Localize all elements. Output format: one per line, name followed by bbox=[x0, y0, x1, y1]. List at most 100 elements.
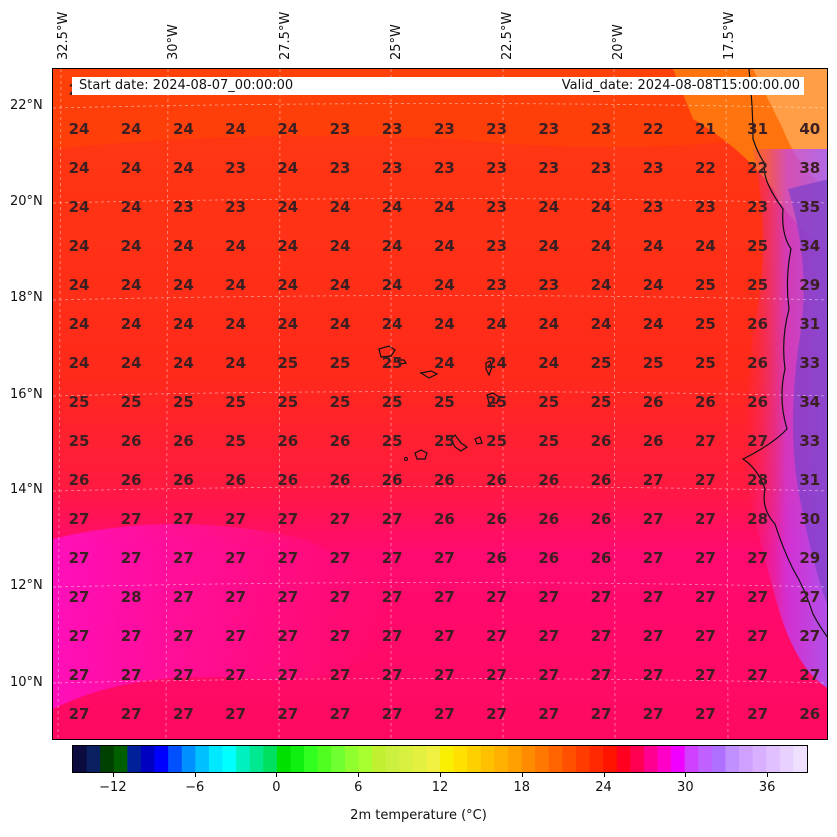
grid-value: 27 bbox=[69, 588, 90, 606]
grid-value: 27 bbox=[225, 627, 246, 645]
colorbar-segment bbox=[358, 746, 373, 772]
grid-value: 27 bbox=[434, 588, 455, 606]
grid-value: 25 bbox=[643, 354, 664, 372]
grid-value: 28 bbox=[121, 588, 142, 606]
colorbar-tickmark bbox=[358, 773, 360, 777]
grid-value: 27 bbox=[591, 666, 612, 684]
grid-value: 27 bbox=[277, 666, 298, 684]
grid-value: 29 bbox=[799, 549, 820, 567]
grid-value: 27 bbox=[695, 705, 716, 723]
colorbar-segment bbox=[507, 746, 523, 772]
grid-value: 21 bbox=[695, 120, 716, 138]
grid-value: 26 bbox=[486, 510, 507, 528]
grid-value: 24 bbox=[434, 354, 455, 372]
grid-value: 24 bbox=[434, 315, 455, 333]
colorbar-tick-label: −12 bbox=[99, 780, 127, 795]
colorbar-segment bbox=[467, 746, 482, 772]
grid-value: 24 bbox=[538, 354, 559, 372]
grid-value: 25 bbox=[538, 432, 559, 450]
grid-value: 24 bbox=[486, 354, 507, 372]
colorbar-segment bbox=[100, 746, 115, 772]
grid-value: 24 bbox=[434, 237, 455, 255]
grid-value: 24 bbox=[382, 276, 403, 294]
grid-value: 23 bbox=[486, 198, 507, 216]
colorbar-segment bbox=[304, 746, 319, 772]
grid-value: 25 bbox=[69, 393, 90, 411]
lat-label-20n: 20°N bbox=[10, 194, 43, 209]
grid-value: 27 bbox=[486, 666, 507, 684]
lon-label-17-5w: 17.5°W bbox=[722, 11, 737, 60]
grid-value: 24 bbox=[121, 276, 142, 294]
colorbar-segment bbox=[181, 746, 196, 772]
grid-value: 26 bbox=[330, 471, 351, 489]
grid-value: 24 bbox=[434, 198, 455, 216]
colorbar-segment bbox=[331, 746, 346, 772]
grid-value: 25 bbox=[121, 393, 142, 411]
grid-value: 24 bbox=[277, 120, 298, 138]
grid-value: 27 bbox=[173, 627, 194, 645]
grid-value: 23 bbox=[225, 159, 246, 177]
grid-value: 25 bbox=[747, 237, 768, 255]
grid-value: 25 bbox=[225, 432, 246, 450]
grid-value: 26 bbox=[69, 471, 90, 489]
colorbar-segment bbox=[630, 746, 645, 772]
grid-value: 27 bbox=[434, 666, 455, 684]
grid-value: 23 bbox=[434, 159, 455, 177]
colorbar-segment bbox=[372, 746, 387, 772]
grid-value: 35 bbox=[799, 198, 820, 216]
grid-value: 27 bbox=[591, 627, 612, 645]
grid-value: 24 bbox=[434, 276, 455, 294]
grid-value: 27 bbox=[173, 705, 194, 723]
grid-value: 26 bbox=[747, 354, 768, 372]
colorbar-segment bbox=[535, 746, 550, 772]
colorbar-segment bbox=[752, 746, 767, 772]
colorbar-segment bbox=[453, 746, 468, 772]
grid-value: 24 bbox=[643, 276, 664, 294]
grid-value: 27 bbox=[330, 549, 351, 567]
grid-value: 22 bbox=[747, 159, 768, 177]
grid-value: 26 bbox=[382, 471, 403, 489]
colorbar-segment bbox=[344, 746, 360, 772]
lon-label-32-5w: 32.5°W bbox=[56, 11, 71, 60]
grid-value: 26 bbox=[747, 315, 768, 333]
grid-value: 27 bbox=[173, 510, 194, 528]
grid-value: 27 bbox=[643, 510, 664, 528]
grid-value: 27 bbox=[69, 705, 90, 723]
colorbar-segment bbox=[317, 746, 332, 772]
colorbar-segment bbox=[86, 746, 101, 772]
grid-value: 24 bbox=[538, 315, 559, 333]
colorbar-segment bbox=[589, 746, 604, 772]
colorbar-tick-label: 0 bbox=[272, 780, 281, 795]
colorbar-segment bbox=[643, 746, 659, 772]
grid-value: 27 bbox=[747, 549, 768, 567]
grid-value: 24 bbox=[277, 237, 298, 255]
grid-value: 27 bbox=[591, 588, 612, 606]
colorbar-tickmark bbox=[440, 773, 441, 777]
grid-value: 24 bbox=[69, 198, 90, 216]
grid-value: 25 bbox=[69, 432, 90, 450]
grid-value: 33 bbox=[799, 354, 820, 372]
grid-value: 23 bbox=[225, 198, 246, 216]
grid-value: 27 bbox=[330, 627, 351, 645]
grid-value: 25 bbox=[695, 354, 716, 372]
colorbar-segment bbox=[263, 746, 278, 772]
grid-value: 27 bbox=[695, 666, 716, 684]
grid-value: 27 bbox=[434, 705, 455, 723]
grid-value: 27 bbox=[695, 471, 716, 489]
grid-value: 24 bbox=[277, 198, 298, 216]
colorbar-segment bbox=[603, 746, 618, 772]
grid-value: 27 bbox=[69, 510, 90, 528]
colorbar bbox=[72, 745, 808, 773]
grid-value: 24 bbox=[69, 315, 90, 333]
grid-value: 25 bbox=[382, 393, 403, 411]
grid-value: 24 bbox=[225, 276, 246, 294]
colorbar-segment bbox=[290, 746, 305, 772]
grid-value: 25 bbox=[330, 393, 351, 411]
grid-value: 24 bbox=[538, 198, 559, 216]
grid-value: 24 bbox=[173, 237, 194, 255]
colorbar-tickmark bbox=[685, 773, 687, 777]
grid-value: 27 bbox=[277, 627, 298, 645]
grid-value: 24 bbox=[225, 315, 246, 333]
grid-value: 25 bbox=[277, 393, 298, 411]
grid-value: 27 bbox=[225, 549, 246, 567]
